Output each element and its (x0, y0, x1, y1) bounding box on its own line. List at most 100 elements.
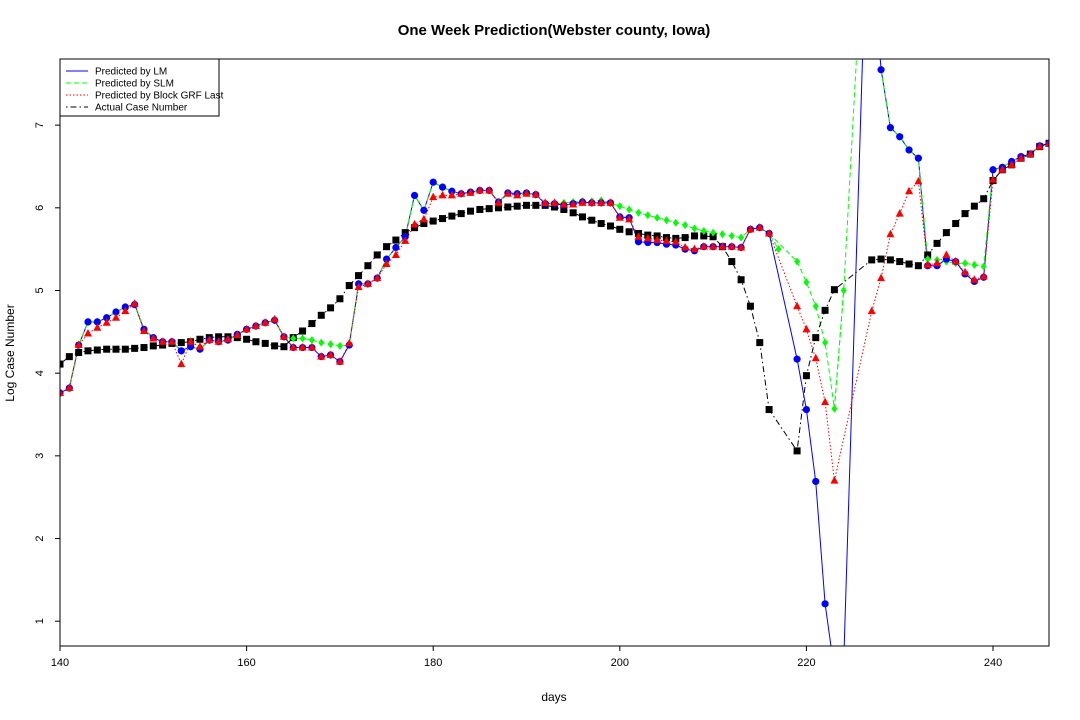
series-3-point (924, 251, 932, 259)
series-3-point (523, 201, 531, 209)
series-2-point (382, 259, 391, 268)
series-1-point (626, 205, 633, 214)
series-2-point (867, 306, 876, 315)
series-2-point (419, 214, 428, 223)
series-2-point (429, 192, 438, 201)
series-2-point (821, 397, 830, 406)
series-2-point (475, 185, 484, 194)
series-2-point (541, 198, 550, 206)
series-2-point (139, 326, 148, 335)
series-2-point (746, 224, 755, 233)
series-1-point (654, 213, 661, 222)
series-2-point (587, 198, 596, 206)
series-3-point (709, 233, 717, 241)
series-3-point (93, 346, 101, 354)
axis-ticks: 140 160 180 200 220 240 1 2 3 4 5 6 7 (34, 122, 1002, 669)
series-2-point (942, 250, 951, 258)
series-2-point (1026, 149, 1035, 158)
series-2-point (811, 353, 820, 362)
series-3-point (373, 251, 381, 259)
series-1-point (635, 208, 642, 217)
series-2-point (186, 337, 195, 345)
series-1-point (728, 231, 735, 240)
series-3-point (345, 282, 353, 290)
series-3-point (103, 345, 111, 353)
slm-spike-line (833, 59, 857, 409)
series-0-point (103, 314, 111, 322)
series-2-point (326, 350, 335, 358)
series-0-point (410, 191, 419, 200)
series-1-point (691, 224, 698, 233)
series-2-point (251, 321, 260, 330)
series-1-point (840, 286, 847, 295)
series-1-point (663, 216, 670, 225)
y-tick-label: 2 (34, 535, 46, 541)
series-1-point (672, 218, 679, 227)
x-tick-label: 160 (237, 657, 255, 669)
series-2-point (401, 236, 410, 244)
series-2-point (653, 235, 662, 244)
series-3-point (280, 343, 288, 351)
series-3-point (271, 342, 279, 350)
series-2-point (261, 318, 270, 326)
series-2-point (765, 228, 774, 237)
series-line-0 (60, 69, 1049, 646)
series-3-point (830, 286, 838, 294)
series-1-point (812, 302, 819, 311)
series-3-point (970, 202, 978, 210)
series-3-point (868, 256, 876, 264)
series-3-point (243, 335, 251, 343)
series-3-point (942, 229, 950, 237)
series-2-point (485, 185, 494, 194)
x-tick-label: 200 (611, 657, 629, 669)
series-2-point (279, 332, 288, 340)
series-2-point (363, 279, 372, 287)
series-3-point (933, 239, 941, 247)
series-2-point (979, 271, 988, 280)
series-2-point (335, 357, 344, 365)
series-0-point (812, 477, 820, 486)
series-3-point (327, 304, 335, 312)
series-0-point (793, 355, 801, 363)
lm-spike-line (843, 59, 863, 646)
series-3-point (485, 205, 493, 213)
series-3-point (597, 220, 605, 228)
series-2-point (410, 219, 419, 228)
series-0-point (802, 405, 811, 414)
series-3-point (812, 334, 820, 342)
series-2-point (242, 324, 251, 333)
series-3-point (690, 232, 698, 240)
legend-label-1: Predicted by SLM (95, 79, 174, 90)
series-3-point (261, 339, 269, 347)
series-3-point (60, 360, 64, 368)
series-3-point (84, 347, 92, 355)
series-0-point (429, 178, 437, 186)
series-3-point (821, 306, 829, 314)
series-line-1 (60, 69, 1049, 409)
series-3-point (914, 262, 922, 270)
series-2-point (373, 273, 382, 282)
series-2-point (802, 324, 811, 333)
series-1-point (318, 338, 325, 347)
series-2-point (755, 223, 764, 231)
series-2-point (522, 189, 531, 197)
series-2-point (438, 190, 447, 199)
series-0-point (382, 255, 391, 263)
series-0-point (187, 343, 195, 351)
series-3-point (886, 256, 894, 264)
series-2-point (74, 340, 83, 349)
series-2-point (998, 165, 1007, 173)
series-2-point (737, 243, 746, 251)
series-3-point (905, 260, 913, 268)
series-3-point (560, 205, 568, 213)
series-1-point (308, 336, 315, 345)
series-2-point (503, 189, 512, 197)
series-3-point (112, 345, 120, 353)
series-2-point (699, 242, 708, 250)
series-2-point (214, 337, 223, 345)
series-0-point (420, 206, 428, 214)
series-1-point (616, 202, 623, 211)
series-3-point (252, 338, 260, 346)
series-3-point (765, 406, 773, 414)
